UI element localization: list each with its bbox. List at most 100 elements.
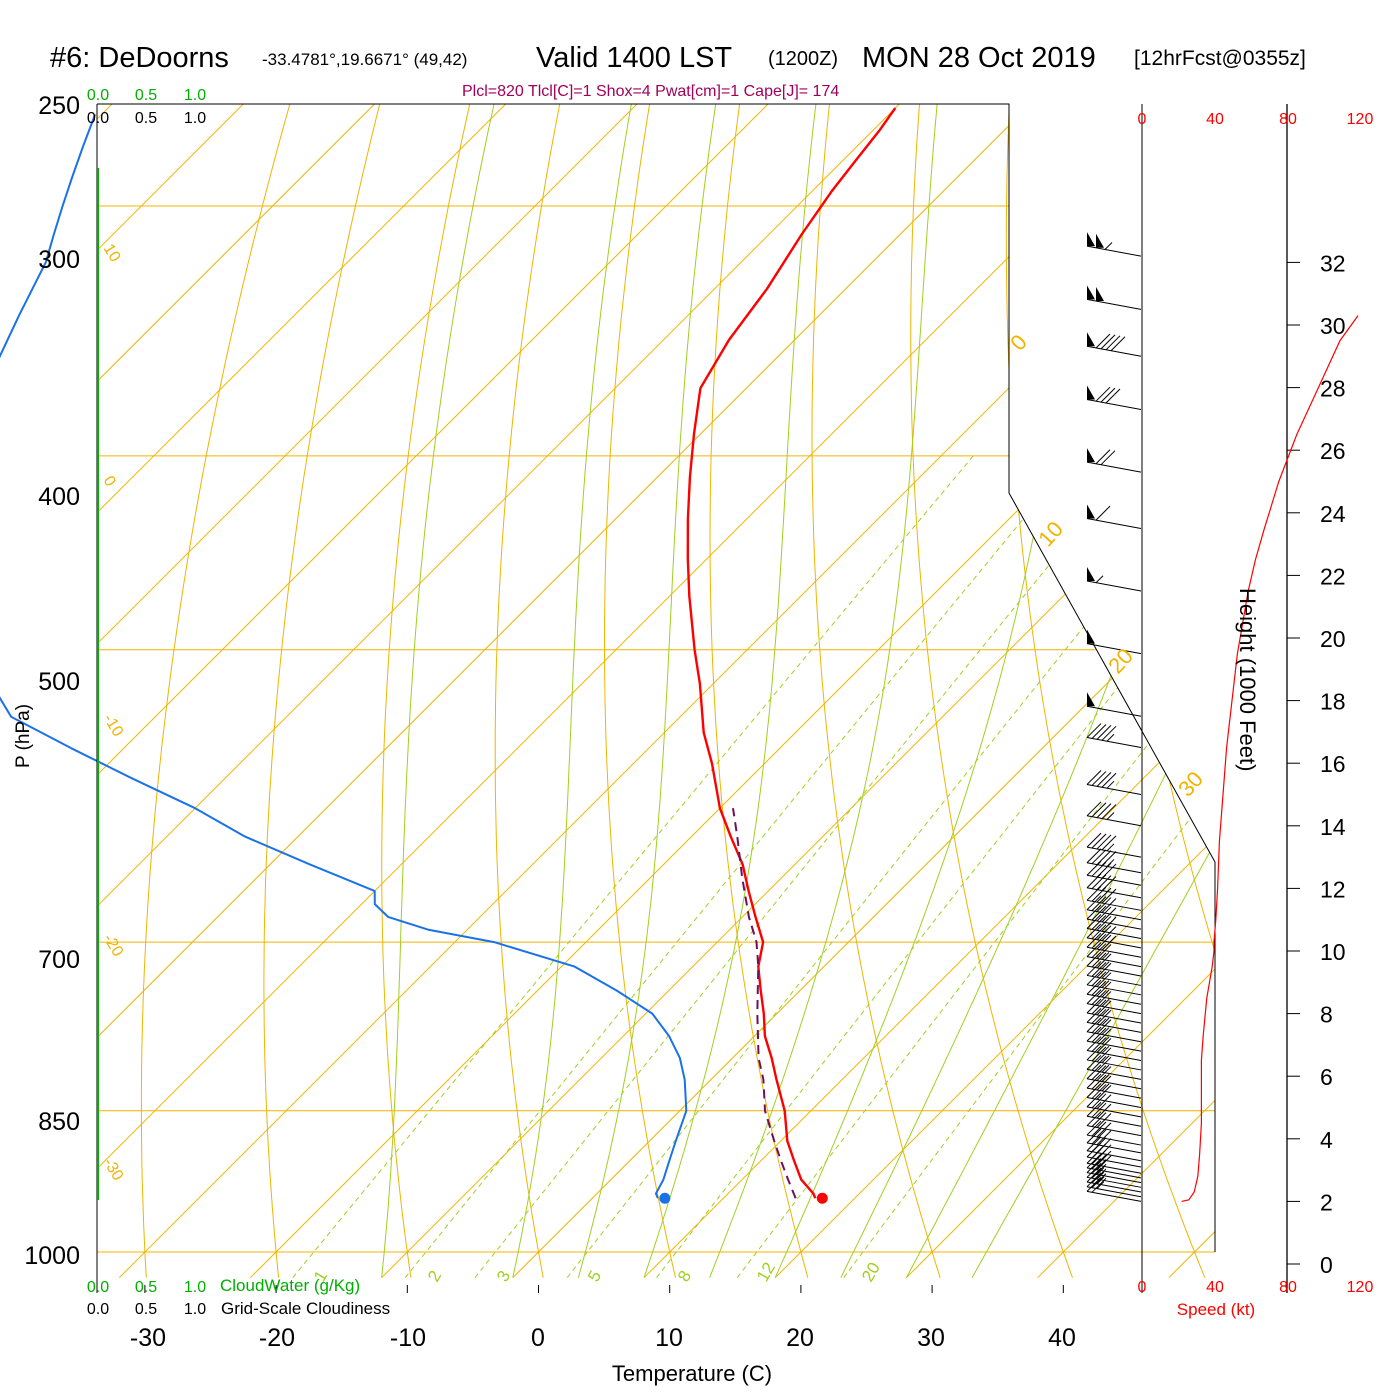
height-tick-label: 30 — [1320, 313, 1346, 339]
dry-adiabat — [1277, 48, 1400, 1278]
wind-barb — [1086, 904, 1142, 930]
isotherm-line — [643, 104, 1215, 1279]
wind-barb — [1086, 1111, 1142, 1137]
temperature-line — [686, 107, 897, 1199]
height-tick-label: 4 — [1320, 1127, 1333, 1153]
dry-adiabat — [140, 104, 307, 1278]
wind-barb — [1086, 232, 1142, 257]
cloudiness-tick-top: 0.0 — [87, 110, 109, 127]
moist-adiabat — [381, 104, 508, 1278]
wind-barb — [1086, 832, 1142, 858]
mixing-ratio-label: 20 — [858, 1259, 884, 1285]
wind-barb — [1086, 914, 1142, 939]
wind-barb — [1086, 1036, 1142, 1062]
isotherm-line — [512, 104, 1215, 1279]
temperature-tick-label: 0 — [531, 1324, 545, 1352]
dry-adiabat — [381, 104, 484, 1278]
wind-barb — [1086, 1073, 1142, 1099]
temperature-surface-dot — [816, 1192, 828, 1204]
cloud-water-tick-top: 1.0 — [184, 87, 206, 104]
cloudiness-label: Grid-Scale Cloudiness — [221, 1299, 390, 1318]
isotherm-line — [97, 104, 1215, 1279]
mixing-ratio-label: 5 — [584, 1267, 605, 1285]
wind-barbs — [1086, 232, 1142, 1202]
height-tick-label: 22 — [1320, 563, 1346, 589]
station-coordinates: -33.4781°,19.6671° (49,42) — [262, 50, 468, 69]
pressure-label: 850 — [38, 1108, 80, 1136]
wind-barb — [1086, 979, 1142, 1005]
pressure-axis-title: P (hPa) — [13, 704, 34, 768]
moist-adiabat — [905, 104, 1215, 1278]
stability-indices: Plcl=820 Tlcl[C]=1 Shox=4 Pwat[cm]=1 Cap… — [462, 83, 840, 100]
dry-adiabat-label: -20 — [100, 931, 127, 960]
cloud-water-tick-bottom: 0.5 — [135, 1279, 157, 1296]
wind-barb — [1086, 692, 1142, 717]
moist-adiabat — [774, 104, 1090, 1278]
speed-tick-top: 0 — [1138, 111, 1147, 128]
wind-barb — [1086, 567, 1142, 592]
temperature-tick-label: 10 — [655, 1324, 683, 1352]
thermo-grid — [97, 48, 1400, 1279]
wind-barb — [1086, 801, 1142, 827]
height-tick-label: 26 — [1320, 438, 1346, 464]
cloudiness-tick-bottom: 0.0 — [87, 1301, 109, 1318]
wind-barb — [1086, 860, 1142, 886]
temperature-tick-label: -30 — [130, 1324, 166, 1352]
height-tick-label: 28 — [1320, 376, 1346, 402]
wind-barb — [1086, 951, 1142, 977]
height-tick-label: 16 — [1320, 751, 1346, 777]
height-tick-label: 8 — [1320, 1002, 1333, 1028]
isotherm-line — [97, 104, 1088, 1279]
dry-adiabat — [1366, 48, 1400, 1278]
isotherm-line — [906, 104, 1215, 1279]
plot-border — [97, 103, 1216, 1252]
height-axis-title: Height (1000 Feet) — [1235, 588, 1260, 771]
speed-axis-title: Speed (kt) — [1177, 1300, 1255, 1319]
cloud-water-tick-top: 0.5 — [135, 87, 157, 104]
wind-barb — [1086, 1142, 1142, 1168]
parcel-line — [732, 808, 797, 1199]
wind-barb — [1086, 1101, 1142, 1127]
height-tick-label: 20 — [1320, 626, 1346, 652]
wind-barb — [1086, 1017, 1142, 1043]
speed-tick-bottom: 0 — [1138, 1279, 1147, 1296]
isotherm-line — [97, 104, 957, 1279]
dry-adiabat-label: 10 — [100, 241, 124, 265]
wind-barb — [1086, 1054, 1142, 1080]
wind-barb — [1086, 448, 1142, 473]
wind-barb — [1086, 848, 1142, 874]
dewpoint-line — [0, 114, 688, 1199]
isotherm-line — [1168, 104, 1215, 1279]
wind-barb — [1086, 942, 1142, 968]
moist-adiabat — [643, 104, 824, 1278]
cloudiness-tick-bottom: 0.5 — [135, 1301, 157, 1318]
cloud-water-label: CloudWater (g/Kg) — [220, 1276, 360, 1295]
temperature-tick-label: -20 — [259, 1324, 295, 1352]
speed-tick-top: 40 — [1206, 111, 1224, 128]
temperature-axis-title: Temperature (C) — [612, 1361, 772, 1386]
temperature-tick-label: -10 — [390, 1324, 426, 1352]
moist-adiabat — [577, 104, 726, 1278]
isotherm-label: 20 — [1103, 643, 1138, 678]
mixing-ratio-line — [404, 455, 1076, 1279]
moist-adiabat — [512, 104, 643, 1278]
mixing-ratio-line — [736, 455, 1215, 1279]
mixing-ratio-line — [474, 455, 1139, 1279]
wind-barb — [1086, 629, 1142, 655]
mixing-ratio-line — [292, 455, 974, 1279]
isotherm-line — [97, 104, 694, 1279]
pressure-label: 1000 — [24, 1242, 80, 1270]
mixing-ratio-line — [843, 455, 1215, 1278]
height-tick-label: 32 — [1320, 250, 1346, 276]
wind-barb — [1086, 1064, 1142, 1090]
height-tick-label: 24 — [1320, 501, 1346, 527]
valid-time: Valid 1400 LST — [536, 42, 733, 74]
wind-barb — [1086, 1083, 1142, 1108]
pressure-label: 300 — [38, 246, 80, 274]
isotherm-line — [774, 104, 1215, 1279]
wind-barb — [1086, 770, 1142, 795]
height-tick-label: 0 — [1320, 1252, 1333, 1278]
dry-adiabat — [604, 104, 676, 1278]
pressure-label: 500 — [38, 668, 80, 696]
